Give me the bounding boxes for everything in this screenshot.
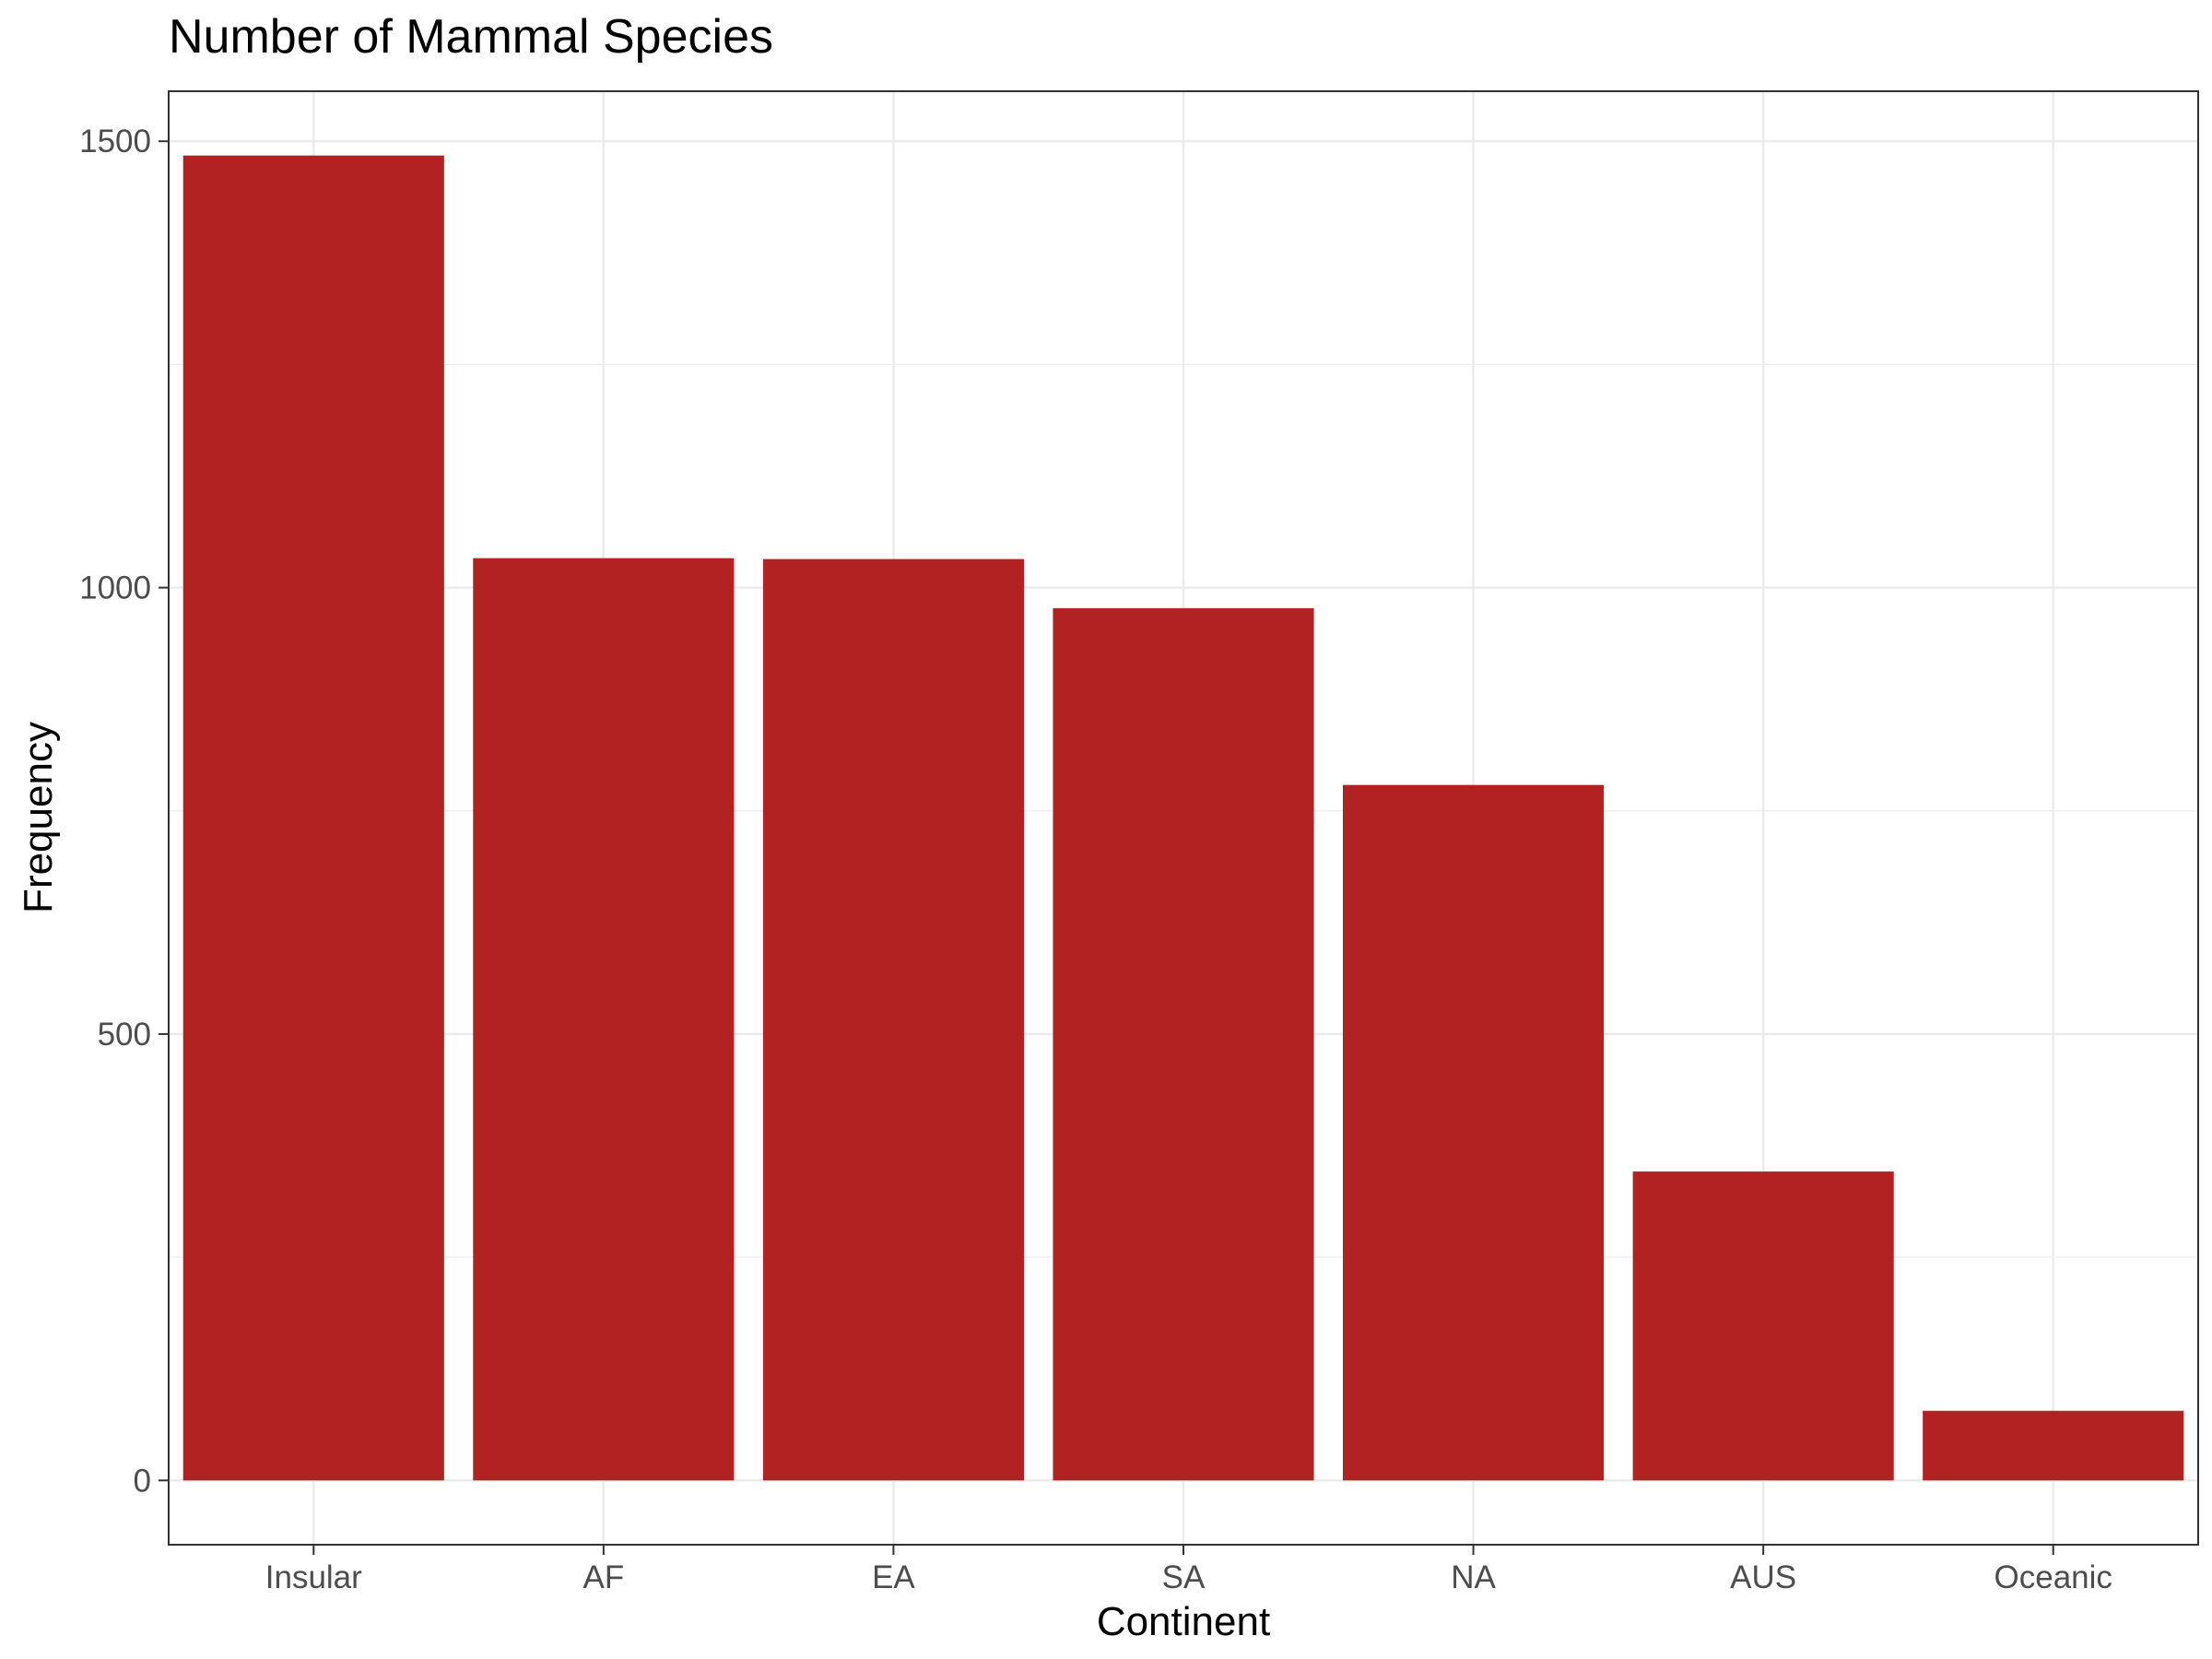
x-axis: Insular AF EA SA NA AUS Oceanic xyxy=(265,1545,2112,1595)
chart-title: Number of Mammal Species xyxy=(169,10,773,64)
x-tick-label: SA xyxy=(1162,1559,1206,1595)
x-tick-label: Insular xyxy=(265,1559,362,1595)
bar-af xyxy=(473,558,735,1481)
bar-sa xyxy=(1053,607,1314,1481)
y-axis-title: Frequency xyxy=(16,722,61,913)
y-tick-label: 0 xyxy=(134,1463,151,1499)
x-tick-label: AUS xyxy=(1730,1559,1796,1595)
y-axis: 0 500 1000 1500 xyxy=(79,124,169,1499)
bar-insular xyxy=(182,155,444,1481)
x-tick-label: EA xyxy=(872,1559,915,1595)
bar-oceanic xyxy=(1923,1410,2184,1481)
bar-na xyxy=(1343,784,1605,1481)
bar-aus xyxy=(1632,1171,1894,1481)
x-tick-label: Oceanic xyxy=(1994,1559,2112,1595)
x-axis-title: Continent xyxy=(1097,1599,1270,1644)
x-tick-label: AF xyxy=(582,1559,624,1595)
bar-ea xyxy=(762,559,1024,1481)
y-tick-label: 500 xyxy=(98,1017,151,1053)
x-tick-label: NA xyxy=(1451,1559,1496,1595)
y-tick-label: 1000 xyxy=(79,571,151,606)
bars xyxy=(182,155,2184,1481)
y-tick-label: 1500 xyxy=(79,124,151,159)
